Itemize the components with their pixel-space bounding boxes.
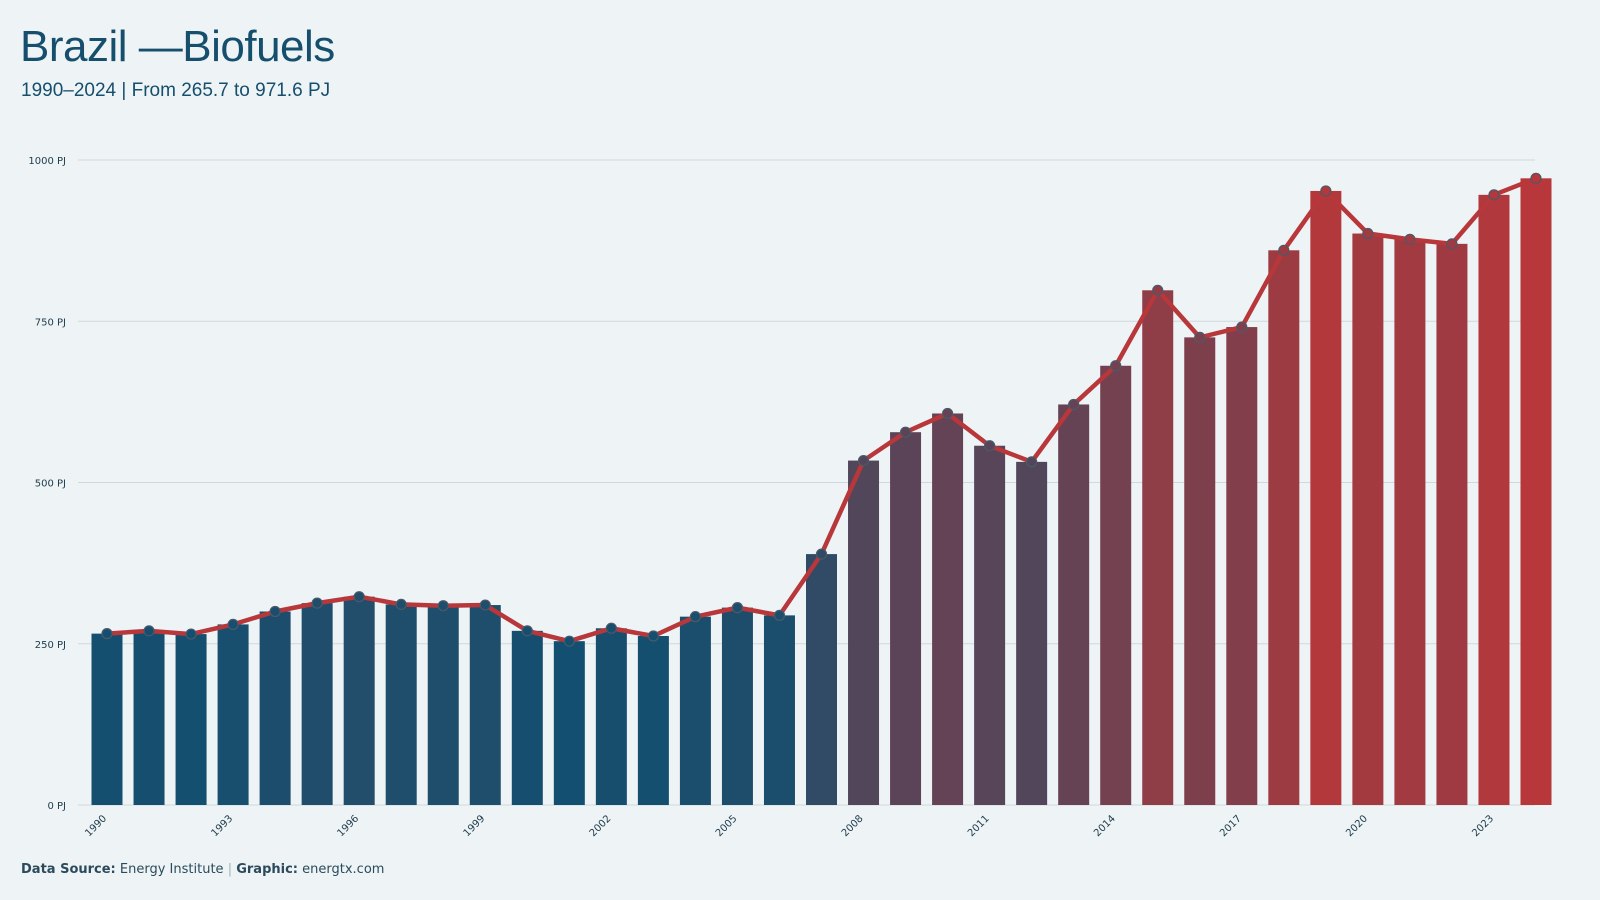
data-point — [395, 598, 407, 611]
bar — [1142, 290, 1174, 805]
x-tick-label: 2014 — [1092, 813, 1118, 839]
bar — [721, 607, 753, 805]
x-tick-label: 2005 — [714, 813, 740, 839]
data-point — [563, 635, 575, 647]
bar — [806, 554, 837, 805]
bar — [301, 603, 333, 805]
bar — [1226, 327, 1258, 805]
x-tick-label: 2008 — [840, 813, 866, 839]
x-tick-label: 1999 — [462, 813, 488, 839]
bar — [469, 605, 501, 805]
x-tick-label: 1990 — [83, 813, 109, 839]
data-point — [1110, 360, 1122, 372]
data-point — [1278, 244, 1290, 256]
y-tick-label: 1000 PJ — [28, 156, 66, 167]
data-point — [689, 611, 702, 623]
x-tick-label: 1993 — [209, 813, 235, 839]
data-point — [185, 628, 197, 640]
data-point — [101, 628, 113, 640]
bar — [175, 634, 207, 805]
footer-credits: Data Source: Energy Institute | Graphic:… — [21, 862, 384, 877]
data-point — [227, 618, 239, 631]
bar — [385, 604, 417, 805]
data-point — [1362, 227, 1374, 240]
chart-subtitle: 1990–2024 | From 265.7 to 971.6 PJ — [21, 80, 331, 101]
data-point — [1320, 185, 1332, 197]
bar — [511, 630, 543, 805]
bar — [1394, 239, 1426, 805]
bar — [974, 445, 1006, 805]
bar — [1352, 233, 1384, 805]
bar — [427, 605, 459, 805]
bar — [1478, 194, 1510, 805]
x-tick-label: 2020 — [1344, 813, 1370, 839]
bar — [1520, 178, 1552, 805]
bar — [259, 611, 291, 805]
bar — [91, 633, 123, 805]
bar — [1310, 190, 1342, 805]
bar — [763, 615, 795, 805]
data-point — [815, 548, 828, 560]
data-point — [437, 600, 449, 612]
x-tick-label: 2011 — [966, 813, 992, 839]
data-point — [857, 454, 870, 467]
data-point — [1446, 238, 1458, 250]
data-point — [311, 597, 323, 609]
bar — [679, 616, 711, 805]
data-point — [143, 625, 155, 637]
source-label: Data Source: — [21, 862, 116, 877]
data-point — [941, 407, 954, 420]
data-point — [269, 605, 281, 618]
bar — [595, 628, 627, 805]
bar — [133, 630, 165, 805]
data-point — [1194, 331, 1206, 343]
bar — [343, 596, 375, 805]
y-tick-label: 750 PJ — [35, 317, 66, 328]
data-point — [1068, 398, 1080, 411]
data-point — [479, 599, 491, 611]
bar — [1100, 365, 1132, 805]
bar — [848, 460, 880, 805]
y-tick-label: 250 PJ — [35, 640, 66, 651]
y-tick-label: 500 PJ — [35, 479, 66, 490]
data-point — [1026, 456, 1038, 468]
bar — [1436, 243, 1468, 806]
bar — [1058, 404, 1090, 805]
bar — [217, 624, 249, 805]
data-point — [353, 591, 365, 603]
x-tick-label: 1996 — [336, 813, 362, 839]
data-point — [647, 630, 659, 642]
bar — [637, 636, 669, 805]
footer-separator: | — [227, 862, 233, 877]
x-tick-label: 2017 — [1218, 813, 1244, 839]
bar — [553, 641, 585, 805]
data-point — [1404, 233, 1416, 245]
bar — [890, 432, 922, 805]
source-value: Energy Institute — [119, 862, 224, 877]
data-point — [521, 625, 533, 637]
data-point — [899, 426, 912, 438]
data-point — [605, 622, 617, 634]
chart-title: Brazil —Biofuels — [20, 22, 335, 71]
bar — [1184, 337, 1216, 805]
data-point — [1488, 189, 1500, 201]
bar — [1268, 250, 1300, 806]
data-point — [773, 609, 786, 621]
data-point — [731, 602, 744, 614]
data-point — [1530, 172, 1542, 184]
y-tick-label: 0 PJ — [47, 801, 66, 812]
data-point — [1236, 321, 1248, 333]
bar — [1016, 461, 1048, 805]
x-tick-label: 2023 — [1470, 813, 1496, 839]
data-point — [984, 440, 996, 452]
graphic-label: Graphic: — [236, 862, 298, 877]
x-tick-label: 2002 — [588, 813, 614, 839]
data-point — [1152, 284, 1164, 296]
bar — [932, 413, 964, 805]
graphic-value: energtx.com — [302, 862, 385, 877]
